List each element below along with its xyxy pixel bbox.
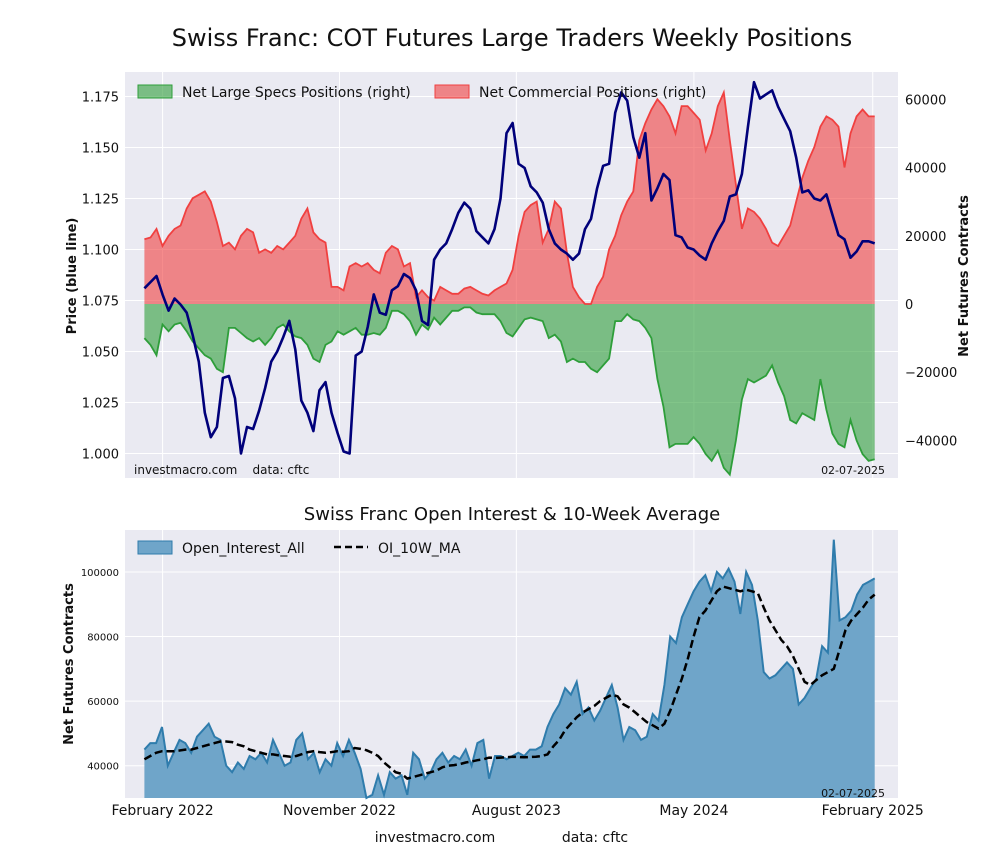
bottom-date-label: 02-07-2025 <box>821 787 885 800</box>
top-left-tick-label: 1.150 <box>82 141 119 156</box>
bottom-x-axis: February 2022 November 2022 August 2023 May… <box>112 803 924 819</box>
top-right-axis-label: Net Futures Contracts <box>957 195 972 357</box>
ma-line <box>143 585 876 780</box>
top-date-label: 02-07-2025 <box>821 464 885 477</box>
top-left-tick-label: 1.050 <box>82 346 119 361</box>
open-interest-panel: Swiss Franc Open Interest & 10-Week Aver… <box>62 504 924 819</box>
top-legend: Net Large Specs Positions (right) Net Co… <box>137 84 706 101</box>
bottom-title: Swiss Franc Open Interest & 10-Week Aver… <box>304 504 720 525</box>
top-left-tick-label: 1.125 <box>82 192 119 207</box>
x-tick-label: February 2022 <box>112 803 214 819</box>
x-tick-label: August 2023 <box>472 803 561 819</box>
commercial-area <box>144 92 875 304</box>
specs-line <box>143 306 875 477</box>
legend-swatch-commercial <box>434 84 470 99</box>
legend-label-specs: Net Large Specs Positions (right) <box>182 85 411 101</box>
legend-label-ma: OI_10W_MA <box>378 541 461 557</box>
bottom-y-tick-label: 100000 <box>81 568 119 579</box>
top-left-tick-label: 1.000 <box>82 448 119 463</box>
legend-swatch-open-interest <box>137 540 173 555</box>
top-right-axis: −40000 −20000 0 20000 40000 60000 <box>905 93 957 449</box>
cot-positions-panel: 1.000 1.025 1.050 1.075 1.100 1.125 1.150 1.175… <box>65 72 972 478</box>
x-tick-label: May 2024 <box>659 803 728 819</box>
top-watermark: investmacro.com data: cftc <box>134 463 309 477</box>
top-right-tick-label: 60000 <box>905 93 946 108</box>
top-right-tick-label: 0 <box>905 298 913 313</box>
top-left-axis-label: Price (blue line) <box>65 218 80 335</box>
top-price <box>143 80 876 455</box>
bottom-y-tick-label: 80000 <box>87 633 119 644</box>
price-line <box>143 80 876 455</box>
footer-site: investmacro.com <box>375 830 495 846</box>
legend-label-commercial: Net Commercial Positions (right) <box>479 85 706 101</box>
open-interest-area <box>144 539 875 798</box>
main-title: Swiss Franc: COT Futures Large Traders W… <box>172 24 852 52</box>
bottom-y-tick-label: 40000 <box>87 762 119 773</box>
bottom-y-axis-label: Net Futures Contracts <box>62 583 77 745</box>
top-left-tick-label: 1.175 <box>82 90 119 105</box>
bottom-y-tick-label: 60000 <box>87 697 119 708</box>
top-left-tick-label: 1.025 <box>82 397 119 412</box>
top-left-tick-label: 1.075 <box>82 295 119 310</box>
x-tick-label: February 2025 <box>822 803 924 819</box>
legend-label-open-interest: Open_Interest_All <box>182 541 305 557</box>
bottom-legend: Open_Interest_All OI_10W_MA <box>137 540 461 557</box>
top-left-tick-label: 1.100 <box>82 243 119 258</box>
top-right-tick-label: 20000 <box>905 230 946 245</box>
top-right-tick-label: 40000 <box>905 162 946 177</box>
top-right-tick-label: −40000 <box>905 434 957 449</box>
footer-data: data: cftc <box>562 830 628 846</box>
top-right-tick-label: −20000 <box>905 366 957 381</box>
top-areas <box>143 89 875 477</box>
legend-swatch-specs <box>137 84 173 99</box>
bottom-y-axis: 40000 60000 80000 100000 <box>81 568 119 773</box>
x-tick-label: November 2022 <box>283 803 396 819</box>
commercial-line <box>144 89 875 305</box>
bottom-areas <box>143 539 876 800</box>
top-left-axis: 1.000 1.025 1.050 1.075 1.100 1.125 1.150 1.175 <box>82 90 119 462</box>
specs-area <box>144 304 875 475</box>
